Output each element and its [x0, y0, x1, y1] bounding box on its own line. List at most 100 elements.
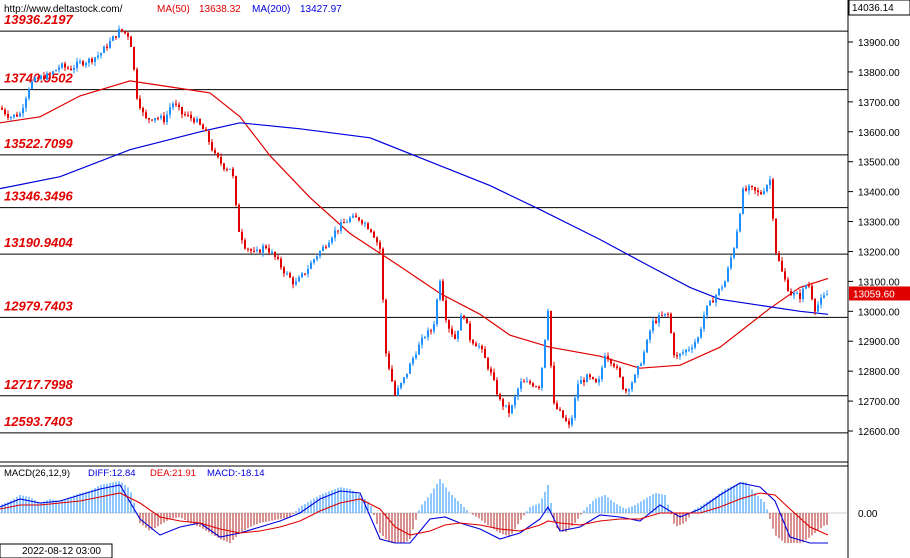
bear-candle — [523, 381, 525, 383]
bear-candle — [673, 333, 675, 356]
bear-candle — [550, 310, 552, 366]
bear-candle — [751, 185, 753, 188]
bear-candle — [496, 380, 498, 395]
bull-candle — [649, 330, 651, 340]
bull-candle — [643, 352, 645, 364]
bear-candle — [7, 114, 9, 118]
bear-candle — [358, 217, 360, 221]
bull-candle — [826, 294, 828, 296]
bear-candle — [619, 367, 621, 377]
bull-candle — [301, 273, 303, 278]
bear-candle — [757, 190, 759, 193]
bear-candle — [535, 386, 537, 388]
bear-candle — [676, 355, 678, 357]
bull-candle — [76, 61, 78, 69]
level-label: 13346.3496 — [4, 189, 73, 204]
bull-candle — [85, 63, 87, 66]
bear-candle — [157, 118, 159, 120]
bull-candle — [526, 381, 528, 383]
bear-candle — [370, 229, 372, 232]
bull-candle — [706, 305, 708, 316]
price-tick-label: 13800.00 — [858, 68, 900, 79]
bear-candle — [265, 245, 267, 249]
bull-candle — [322, 246, 324, 252]
bull-candle — [79, 61, 81, 63]
bear-candle — [754, 187, 756, 191]
bull-candle — [415, 354, 417, 359]
bear-candle — [385, 299, 387, 354]
bull-candle — [580, 379, 582, 384]
price-tick-label: 12900.00 — [858, 337, 900, 348]
bull-candle — [766, 185, 768, 192]
bull-candle — [25, 98, 27, 108]
bear-candle — [259, 249, 261, 253]
bear-candle — [562, 410, 564, 418]
bear-candle — [589, 374, 591, 378]
bear-candle — [106, 46, 108, 48]
price-tick-label: 13900.00 — [858, 38, 900, 49]
bull-candle — [748, 185, 750, 191]
bull-candle — [295, 281, 297, 285]
bull-candle — [13, 114, 15, 118]
bear-candle — [490, 368, 492, 373]
bear-candle — [442, 281, 444, 301]
bull-candle — [805, 285, 807, 289]
bear-candle — [1, 107, 3, 110]
bull-candle — [736, 231, 738, 249]
bear-candle — [232, 168, 234, 177]
macd-value: MACD:-18.14 — [207, 468, 265, 479]
macd-diff: DIFF:12.84 — [88, 468, 136, 479]
bull-candle — [349, 217, 351, 223]
bull-candle — [718, 288, 720, 296]
bear-candle — [712, 300, 714, 303]
bull-candle — [691, 347, 693, 350]
bear-candle — [199, 118, 201, 125]
bear-candle — [130, 36, 132, 47]
bull-candle — [73, 68, 75, 71]
bear-candle — [760, 192, 762, 195]
bull-candle — [331, 237, 333, 243]
bear-candle — [463, 315, 465, 319]
bull-candle — [310, 262, 312, 269]
support-resistance-levels: 13936.219713740.950213522.709913346.3496… — [0, 12, 848, 434]
macd-name: MACD(26,12,9) — [4, 468, 70, 479]
bear-candle — [790, 291, 792, 296]
price-tick-label: 13200.00 — [858, 247, 900, 258]
bear-candle — [211, 142, 213, 151]
bear-candle — [343, 222, 345, 224]
bull-candle — [739, 213, 741, 232]
bull-candle — [364, 223, 366, 225]
bear-candle — [253, 250, 255, 252]
bear-candle — [787, 279, 789, 292]
price-tick-label: 13700.00 — [858, 98, 900, 109]
price-axis: 13900.00 13800.00 13700.00 13600.00 13500.00… — [848, 38, 910, 520]
bear-candle — [667, 313, 669, 315]
bear-candle — [355, 215, 357, 218]
bear-candle — [139, 98, 141, 109]
bear-candle — [481, 345, 483, 350]
bear-candle — [226, 169, 228, 171]
bull-candle — [817, 304, 819, 312]
bull-candle — [730, 257, 732, 268]
price-tick-label: 13600.00 — [858, 128, 900, 139]
bull-candle — [769, 179, 771, 186]
bear-candle — [304, 273, 306, 275]
bear-candle — [553, 365, 555, 404]
bull-candle — [433, 324, 435, 332]
bull-candle — [427, 330, 429, 338]
bear-candle — [613, 363, 615, 367]
bear-candle — [151, 119, 153, 121]
bull-candle — [709, 300, 711, 306]
bull-candle — [97, 55, 99, 58]
bear-candle — [565, 417, 567, 422]
bear-candle — [325, 246, 327, 248]
bear-candle — [283, 267, 285, 274]
bear-candle — [121, 29, 123, 32]
bull-candle — [118, 29, 120, 38]
bull-candle — [28, 88, 30, 99]
bull-candle — [598, 379, 600, 383]
bear-candle — [190, 114, 192, 119]
bull-candle — [646, 339, 648, 353]
price-tick-label: 13100.00 — [858, 277, 900, 288]
bull-candle — [541, 367, 543, 389]
